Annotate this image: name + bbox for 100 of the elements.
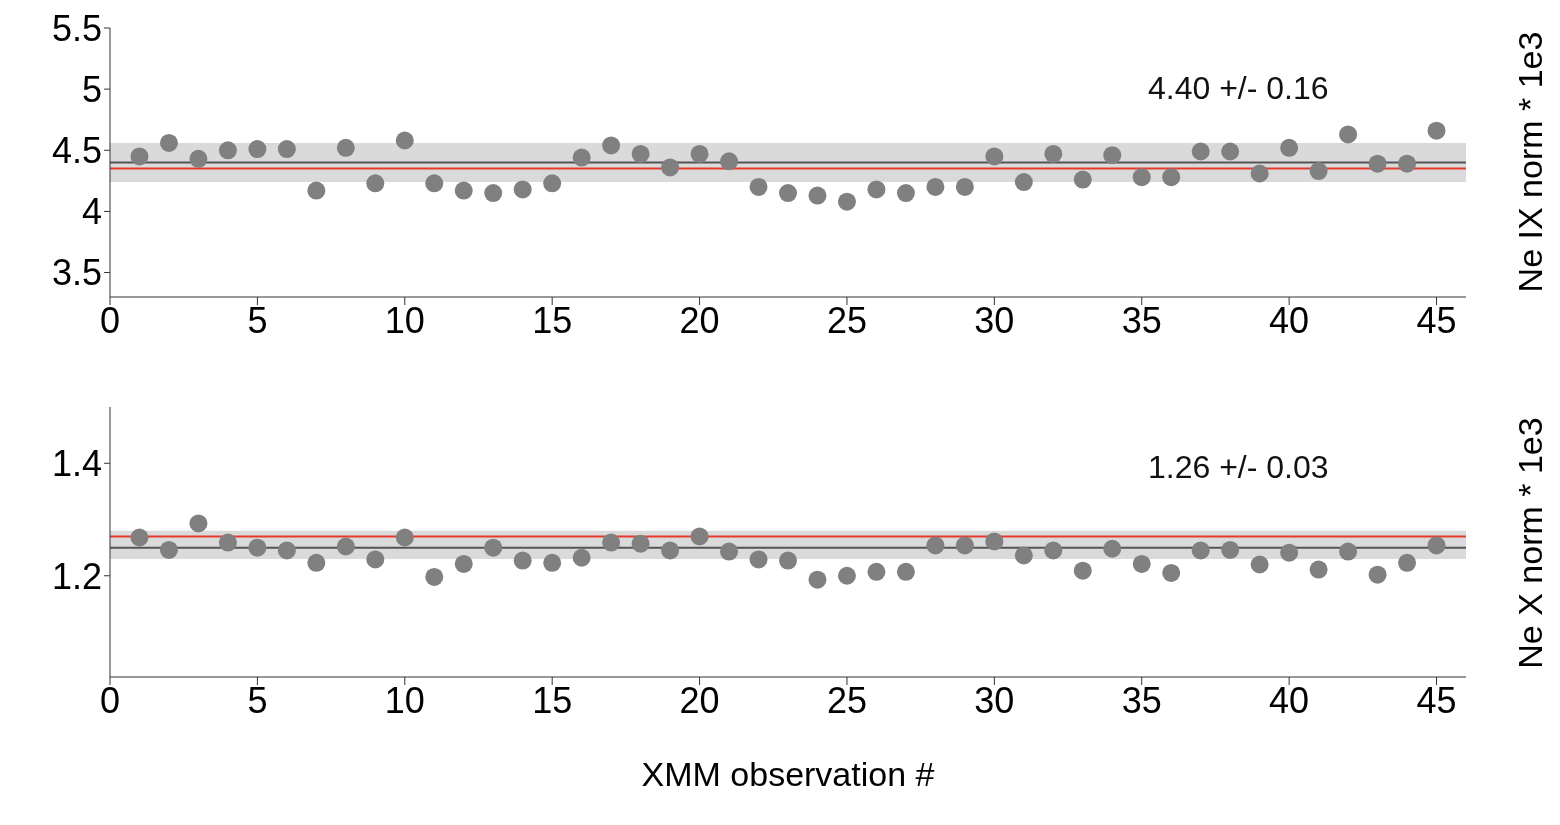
y-tick-label: 3.5	[51, 252, 102, 294]
x-tick-label: 25	[826, 299, 867, 341]
point	[1280, 138, 1299, 157]
point	[159, 540, 178, 559]
x-axis-title: XMM observation #	[640, 755, 936, 794]
point	[1398, 154, 1417, 173]
point	[867, 180, 886, 199]
point	[720, 152, 739, 171]
x-tick-label: 0	[99, 679, 121, 721]
point	[395, 528, 414, 547]
point	[395, 131, 414, 150]
point	[1044, 541, 1063, 560]
x-tick-label: 35	[1121, 679, 1162, 721]
y-tick-label: 1.2	[51, 555, 102, 597]
point	[808, 186, 827, 205]
point	[690, 527, 709, 546]
x-tick-label: 30	[974, 679, 1015, 721]
point	[1132, 168, 1151, 187]
point	[837, 566, 856, 585]
point	[543, 553, 562, 572]
point	[336, 537, 355, 556]
y-axis-title: Ne X norm * 1e3	[1510, 417, 1550, 669]
point	[661, 541, 680, 560]
point	[277, 541, 296, 560]
point	[248, 140, 267, 159]
point	[602, 136, 621, 155]
y-tick-label: 5.5	[51, 7, 102, 49]
x-tick-label: 45	[1416, 299, 1457, 341]
point	[690, 144, 709, 163]
point	[189, 149, 208, 168]
point	[1339, 542, 1358, 561]
point	[896, 184, 915, 203]
point	[1191, 541, 1210, 560]
point	[1014, 173, 1033, 192]
point	[808, 570, 827, 589]
point	[277, 140, 296, 159]
point	[484, 538, 503, 557]
point	[1073, 170, 1092, 189]
point	[130, 147, 149, 166]
point	[602, 533, 621, 552]
point	[1398, 553, 1417, 572]
point	[661, 158, 680, 177]
point	[985, 147, 1004, 166]
point	[1162, 168, 1181, 187]
point	[307, 553, 326, 572]
point	[1368, 154, 1387, 173]
x-tick-label: 10	[384, 679, 425, 721]
point	[248, 538, 267, 557]
point	[1250, 164, 1269, 183]
point	[1427, 121, 1446, 140]
point	[1073, 561, 1092, 580]
point	[779, 184, 797, 203]
x-tick-label: 40	[1269, 299, 1310, 341]
point	[1339, 125, 1358, 144]
point	[1309, 162, 1328, 181]
point	[572, 548, 591, 567]
point	[1044, 144, 1063, 163]
y-tick-label: 5	[81, 68, 102, 110]
y-tick-label: 1.4	[51, 443, 102, 485]
point	[631, 534, 650, 553]
point	[1221, 540, 1240, 559]
x-tick-label: 45	[1416, 679, 1457, 721]
point	[513, 180, 532, 199]
point	[366, 174, 385, 193]
point	[513, 551, 532, 570]
point	[1103, 539, 1122, 558]
point	[926, 177, 945, 196]
point	[543, 174, 562, 193]
point	[1280, 543, 1299, 562]
x-tick-label: 5	[247, 299, 268, 341]
point	[218, 533, 237, 552]
point	[867, 562, 886, 581]
point	[130, 528, 149, 547]
point	[1221, 142, 1240, 161]
x-tick-label: 0	[99, 299, 121, 341]
point	[159, 133, 178, 152]
point	[336, 138, 355, 157]
x-tick-label: 15	[532, 679, 573, 721]
point	[749, 177, 768, 196]
point	[1250, 555, 1269, 574]
point	[896, 562, 915, 581]
point	[985, 532, 1004, 551]
x-tick-label: 40	[1269, 679, 1310, 721]
point	[425, 567, 444, 586]
point	[484, 184, 503, 203]
point	[837, 192, 856, 211]
point	[955, 177, 974, 196]
x-tick-label: 5	[247, 679, 268, 721]
x-tick-label: 35	[1121, 299, 1162, 341]
point	[366, 550, 385, 569]
annotation: 1.26 +/- 0.03	[1148, 449, 1329, 486]
point	[1103, 146, 1122, 165]
point	[1309, 560, 1328, 579]
point	[1162, 563, 1181, 582]
annotation: 4.40 +/- 0.16	[1148, 70, 1329, 107]
point	[631, 144, 650, 163]
y-axis-title: Ne IX norm * 1e3	[1510, 31, 1550, 293]
point	[926, 536, 945, 555]
point	[425, 174, 444, 193]
x-tick-label: 20	[679, 299, 720, 341]
